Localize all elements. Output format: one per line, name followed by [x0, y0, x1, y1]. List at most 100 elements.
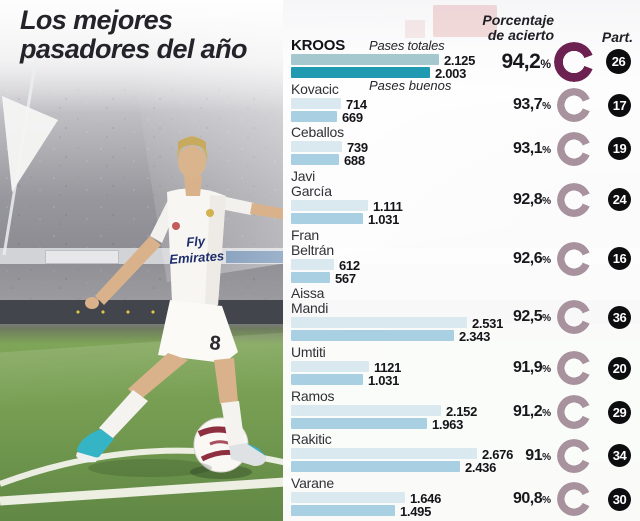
- accuracy-number: 93,1: [512, 139, 543, 157]
- accuracy-percent: 91,9%: [487, 359, 551, 377]
- accuracy-percent: 90,8%: [487, 490, 551, 508]
- percent-sign: %: [542, 101, 551, 113]
- pass-good-bar-line: 1.031: [291, 211, 487, 227]
- title-line-1: Los mejores: [20, 5, 173, 35]
- player-bars: Javi García 1.111 1.031: [291, 167, 487, 227]
- part-badge: 24: [608, 188, 631, 212]
- player-name-line: Rakitic: [291, 431, 332, 448]
- pass-good-bar-line: 1.031: [291, 373, 487, 388]
- stadium-screen-bleed-small: [405, 20, 425, 38]
- player-name-line: Mandi: [291, 300, 329, 317]
- player-bars: Varane 1.646 1.495: [291, 474, 487, 519]
- pass-good-bar-line: 2.003: [291, 66, 487, 81]
- part-badge-cell: 34: [597, 444, 634, 468]
- pass-good-bar: [291, 461, 460, 473]
- jersey-text-line2: Emirates: [169, 248, 225, 267]
- percent-sign: %: [542, 254, 551, 266]
- percent-sign: %: [540, 56, 551, 71]
- accuracy-ring-icon: [557, 182, 591, 217]
- pass-good-bar-value: 1.031: [368, 211, 400, 227]
- pass-good-bar-line: 2.436: [291, 460, 496, 475]
- label-pases-totales: Pases totales: [369, 38, 445, 53]
- pass-good-bar-value: 567: [335, 270, 356, 286]
- shorts-number: 8: [208, 332, 221, 355]
- player-bars: Umtiti 1121 1.031: [291, 343, 487, 388]
- part-badge-cell: 16: [597, 247, 634, 271]
- player-name: Umtiti: [291, 343, 487, 360]
- part-badge: 17: [608, 93, 631, 117]
- pass-total-bar-line: 2.125: [291, 53, 487, 68]
- player-bars: Ceballos 739 688: [291, 125, 487, 168]
- pass-good-bar-line: 669: [291, 109, 487, 125]
- part-badge-cell: 30: [597, 487, 634, 511]
- stats-panel: Porcentaje de acierto Part. KROOS Pases t…: [283, 0, 640, 521]
- accuracy-percent: 92,6%: [487, 250, 551, 268]
- percent-sign: %: [542, 408, 551, 420]
- jersey-text-line1: Fly: [186, 233, 207, 249]
- player-name-line: Ramos: [291, 387, 335, 404]
- player-name-line: Aissa: [291, 285, 325, 302]
- pass-good-bar: [291, 110, 337, 122]
- player-row-varane: Varane 1.646 1.495 90,8% 30: [291, 474, 634, 519]
- pass-total-bar-line: 1.646: [291, 490, 487, 506]
- accuracy-ring-cell: [551, 482, 597, 517]
- percent-sign: %: [542, 313, 551, 325]
- pass-good-bar: [291, 504, 395, 516]
- accuracy-percent: 92,5%: [487, 308, 551, 326]
- player-bars: Rakitic 2.676 2.436: [291, 431, 513, 475]
- pass-total-bar-line: 1121: [291, 360, 487, 375]
- pass-total-bar-value: 1.646: [410, 490, 442, 506]
- part-badge: 20: [608, 356, 631, 380]
- pass-good-bar: [291, 212, 363, 224]
- player-row-kovacic: Kovacic 714 669 93,7% 17: [291, 80, 634, 125]
- player-name-line: Varane: [291, 474, 334, 491]
- player-name-line: Ceballos: [291, 124, 344, 141]
- accuracy-ring-icon: [557, 131, 591, 166]
- part-badge: 34: [608, 444, 631, 468]
- part-badge-cell: 36: [597, 305, 634, 329]
- player-name: Fran Beltrán: [291, 227, 487, 258]
- player-name: Javi García: [291, 167, 487, 199]
- pass-total-bar: [291, 317, 467, 329]
- pass-total-bar: [291, 97, 341, 109]
- percent-sign: %: [542, 495, 551, 507]
- accuracy-ring-cell: [551, 351, 597, 386]
- pass-good-bar-value: 669: [342, 109, 363, 125]
- accuracy-percent: 93,7%: [487, 96, 551, 114]
- player-row-umtiti: Umtiti 1121 1.031 91,9% 20: [291, 343, 634, 388]
- header-porcentaje-line1: Porcentaje: [482, 12, 554, 28]
- player-name: Varane: [291, 474, 487, 491]
- accuracy-ring-cell: [551, 300, 597, 335]
- player-name-line: Kovacic: [291, 80, 339, 97]
- pass-total-bar-line: 2.531: [291, 316, 503, 331]
- player-row-rakitic: Rakitic 2.676 2.436 91% 34: [291, 431, 634, 475]
- player-bars: Aissa Mandi 2.531 2.343: [291, 285, 503, 344]
- part-badge-cell: 19: [597, 137, 634, 161]
- accuracy-number: 91: [525, 446, 543, 464]
- pass-total-bar-line: 1.111: [291, 199, 487, 214]
- part-badge: 19: [608, 137, 631, 161]
- pass-good-bar: [291, 330, 454, 342]
- accuracy-number: 92,8: [512, 190, 543, 208]
- player-name-line: Javi: [291, 167, 316, 184]
- accuracy-ring-icon: [557, 395, 591, 430]
- player-name-line: Umtiti: [291, 343, 326, 360]
- rows: KROOS Pases totales 2.125 2.003 Pases buenos…: [291, 38, 634, 519]
- accuracy-ring-cell: [551, 182, 597, 217]
- player-name-line: Beltrán: [291, 241, 334, 258]
- accuracy-number: 91,9: [512, 359, 543, 377]
- accuracy-number: 91,2: [512, 403, 543, 421]
- accuracy-ring-cell: [551, 241, 597, 276]
- accuracy-ring-icon: [557, 482, 591, 517]
- player-bars: Fran Beltrán 612 567: [291, 227, 487, 286]
- pass-total-bar: [291, 258, 334, 270]
- accuracy-number: 90,8: [512, 490, 543, 508]
- pass-total-bar: [291, 54, 439, 65]
- pass-total-bar: [291, 448, 477, 460]
- pass-total-bar: [291, 199, 368, 211]
- pass-total-bar-value: 739: [347, 140, 368, 156]
- player-name: Ceballos: [291, 125, 487, 140]
- accuracy-ring-cell: [551, 438, 597, 473]
- accuracy-percent: 91%: [487, 447, 551, 465]
- percent-sign: %: [542, 364, 551, 376]
